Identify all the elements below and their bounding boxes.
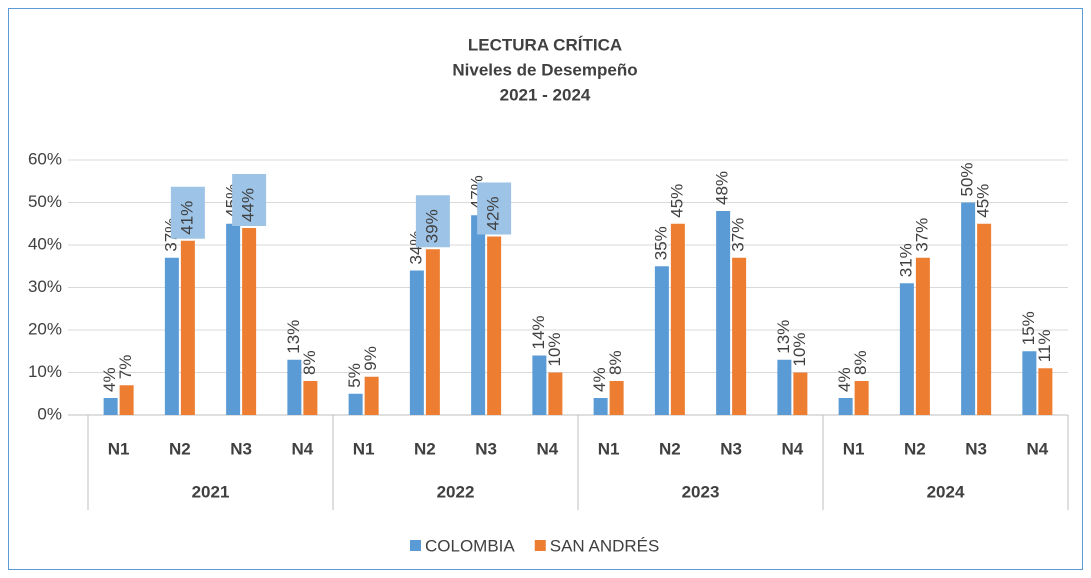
x-tick-label: N2 — [659, 439, 681, 458]
bar — [303, 381, 318, 415]
data-label: 37% — [912, 218, 931, 252]
x-tick-label: N1 — [108, 439, 130, 458]
data-label: 4% — [590, 367, 609, 392]
label-highlight — [415, 195, 450, 248]
data-label: 5% — [345, 363, 364, 388]
legend-label: SAN ANDRÉS — [550, 536, 660, 555]
data-label: 39% — [422, 209, 441, 243]
x-tick-label: N3 — [230, 439, 252, 458]
x-tick-label: N1 — [353, 439, 375, 458]
x-tick-label: N2 — [904, 439, 926, 458]
y-tick-label: 30% — [28, 277, 62, 296]
bar — [532, 355, 547, 415]
bar — [242, 228, 257, 415]
data-label: 8% — [300, 350, 319, 375]
data-label: 45% — [667, 184, 686, 218]
data-label: 41% — [177, 201, 196, 235]
label-highlight — [170, 186, 205, 239]
bar — [119, 385, 134, 415]
x-tick-label: N4 — [537, 439, 559, 458]
bar — [899, 283, 914, 415]
bar — [164, 257, 179, 415]
bar — [548, 372, 563, 415]
data-label: 4% — [835, 367, 854, 392]
bar — [226, 223, 241, 415]
bar — [180, 240, 195, 415]
chart-title: 2021 - 2024 — [500, 85, 591, 104]
data-label: 9% — [361, 346, 380, 371]
data-label: 44% — [239, 188, 258, 222]
x-tick-label: N4 — [292, 439, 314, 458]
label-highlight — [477, 182, 512, 235]
bar — [838, 398, 853, 415]
data-label: 8% — [851, 350, 870, 375]
data-label: 37% — [729, 218, 748, 252]
bar — [1022, 351, 1037, 415]
bar — [487, 236, 502, 415]
x-tick-label: N2 — [169, 439, 191, 458]
data-label: 48% — [713, 171, 732, 205]
data-label: 10% — [790, 332, 809, 366]
bar — [854, 381, 869, 415]
bar — [471, 215, 486, 415]
bar — [593, 398, 608, 415]
bar — [609, 381, 624, 415]
data-label: 42% — [484, 196, 503, 230]
y-tick-label: 50% — [28, 192, 62, 211]
data-label: 14% — [529, 315, 548, 349]
x-tick-label: N4 — [1027, 439, 1049, 458]
data-label: 7% — [116, 355, 135, 380]
bar — [409, 270, 424, 415]
y-tick-label: 20% — [28, 319, 62, 338]
bar — [1038, 368, 1053, 415]
data-label: 45% — [974, 184, 993, 218]
x-tick-label: N3 — [475, 439, 497, 458]
bar — [977, 223, 992, 415]
bar — [103, 398, 118, 415]
bar — [670, 223, 685, 415]
data-label: 35% — [651, 226, 670, 260]
chart-title: LECTURA CRÍTICA — [468, 35, 622, 54]
y-tick-label: 40% — [28, 234, 62, 253]
legend-label: COLOMBIA — [425, 536, 515, 555]
bar — [425, 249, 440, 415]
label-highlight — [232, 174, 267, 226]
y-tick-label: 0% — [37, 404, 62, 423]
bar — [716, 211, 731, 415]
data-label: 13% — [774, 320, 793, 354]
bar — [348, 393, 363, 415]
y-tick-label: 60% — [28, 149, 62, 168]
y-tick-label: 10% — [28, 362, 62, 381]
bar — [793, 372, 808, 415]
bar — [364, 376, 379, 415]
x-tick-label: N4 — [782, 439, 804, 458]
x-tick-label: N3 — [720, 439, 742, 458]
bar — [287, 359, 302, 415]
x-tick-label: N1 — [598, 439, 620, 458]
group-label: 2022 — [437, 482, 475, 501]
bar — [654, 266, 669, 415]
bar — [961, 202, 976, 415]
legend-swatch — [410, 540, 421, 551]
data-label: 15% — [1019, 311, 1038, 345]
group-label: 2021 — [192, 482, 230, 501]
data-label: 4% — [100, 367, 119, 392]
legend-swatch — [534, 540, 546, 551]
x-tick-label: N2 — [414, 439, 436, 458]
x-tick-label: N3 — [965, 439, 987, 458]
bar — [777, 359, 792, 415]
chart-title: Niveles de Desempeño — [452, 60, 637, 79]
data-label: 8% — [606, 350, 625, 375]
bar — [732, 257, 747, 415]
group-label: 2024 — [927, 482, 965, 501]
data-label: 10% — [545, 332, 564, 366]
data-label: 31% — [896, 243, 915, 277]
x-tick-label: N1 — [843, 439, 865, 458]
group-label: 2023 — [682, 482, 720, 501]
bar — [915, 257, 930, 415]
data-label: 50% — [958, 162, 977, 196]
data-label: 13% — [284, 320, 303, 354]
data-label: 11% — [1035, 329, 1054, 362]
